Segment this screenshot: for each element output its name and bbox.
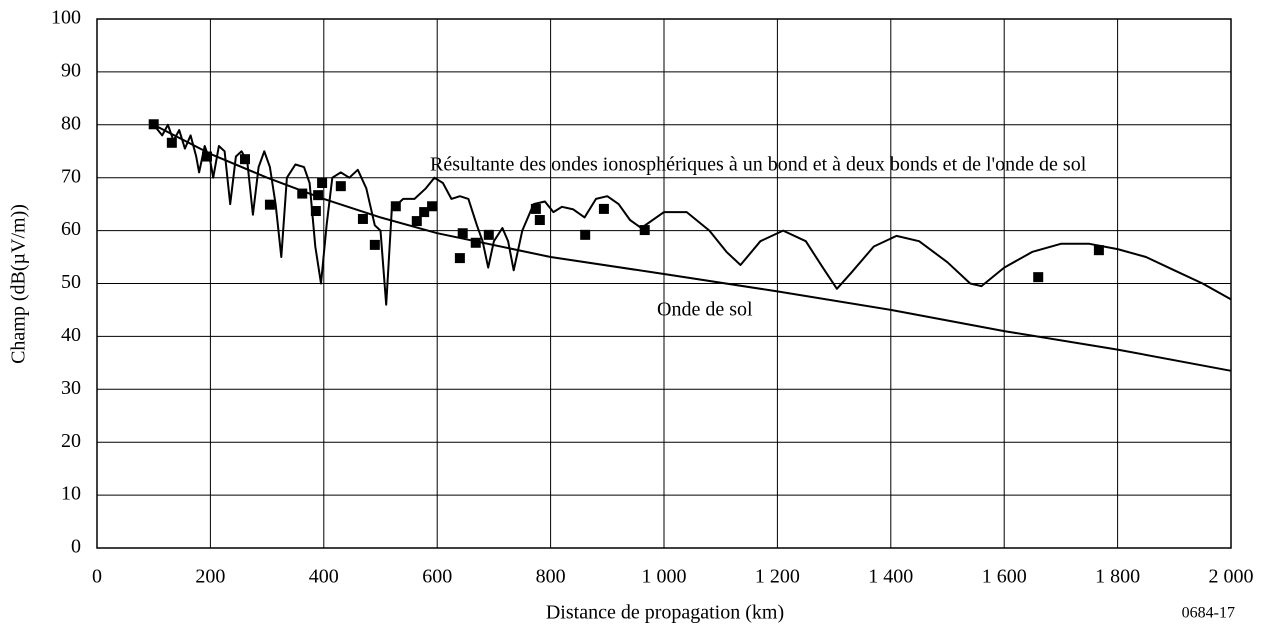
y-tick-label: 10 (61, 483, 81, 505)
data-point (148, 119, 159, 130)
x-tick-label: 1 600 (982, 566, 1027, 588)
data-point (390, 201, 401, 212)
y-axis-label: Champ (dB(µV/m)) (8, 204, 30, 364)
x-tick-label: 200 (195, 566, 225, 588)
data-point (427, 201, 438, 212)
data-point (1033, 272, 1044, 283)
x-tick-label: 0 (92, 566, 102, 588)
x-tick-label: 1 400 (868, 566, 913, 588)
y-tick-label: 70 (61, 165, 81, 187)
data-point (335, 181, 346, 192)
x-tick-label: 1 000 (642, 566, 687, 588)
y-tick-label: 50 (61, 271, 81, 293)
data-point (454, 253, 465, 264)
data-line (153, 123, 1232, 372)
data-point (580, 229, 591, 240)
x-tick-label: 1 200 (755, 566, 800, 588)
data-point (317, 177, 328, 188)
x-axis-label: Distance de propagation (km) (546, 602, 784, 624)
annotation: Résultante des ondes ionosphériques à un… (430, 154, 1087, 176)
y-tick-label: 100 (51, 7, 81, 29)
data-point (411, 216, 422, 227)
x-tick-label: 2 000 (1209, 566, 1254, 588)
data-point (530, 203, 541, 214)
y-tick-label: 80 (61, 112, 81, 134)
data-point (264, 199, 275, 210)
plot-frame (96, 18, 1232, 549)
data-point (357, 213, 368, 224)
data-point (598, 203, 609, 214)
data-point (166, 137, 177, 148)
data-line (152, 123, 1232, 306)
data-point (369, 239, 380, 250)
data-point (639, 225, 650, 236)
data-point (470, 237, 481, 248)
data-point (483, 229, 494, 240)
data-point (534, 215, 545, 226)
x-tick-label: 600 (422, 566, 452, 588)
y-tick-label: 90 (61, 59, 81, 81)
y-tick-label: 0 (71, 536, 81, 558)
data-point (1093, 245, 1104, 256)
figure-code: 0684-17 (1182, 605, 1235, 622)
data-point (457, 228, 468, 239)
data-point (297, 188, 308, 199)
data-point (313, 190, 324, 201)
y-tick-label: 60 (61, 218, 81, 240)
data-point (201, 151, 212, 162)
x-tick-label: 1 800 (1095, 566, 1140, 588)
y-tick-label: 40 (61, 324, 81, 346)
x-tick-label: 800 (536, 566, 566, 588)
data-point (239, 154, 250, 165)
data-point (310, 206, 321, 217)
x-tick-label: 400 (309, 566, 339, 588)
y-tick-label: 20 (61, 430, 81, 452)
y-tick-label: 30 (61, 377, 81, 399)
data-point (419, 207, 430, 218)
annotation: Onde de sol (657, 299, 753, 321)
